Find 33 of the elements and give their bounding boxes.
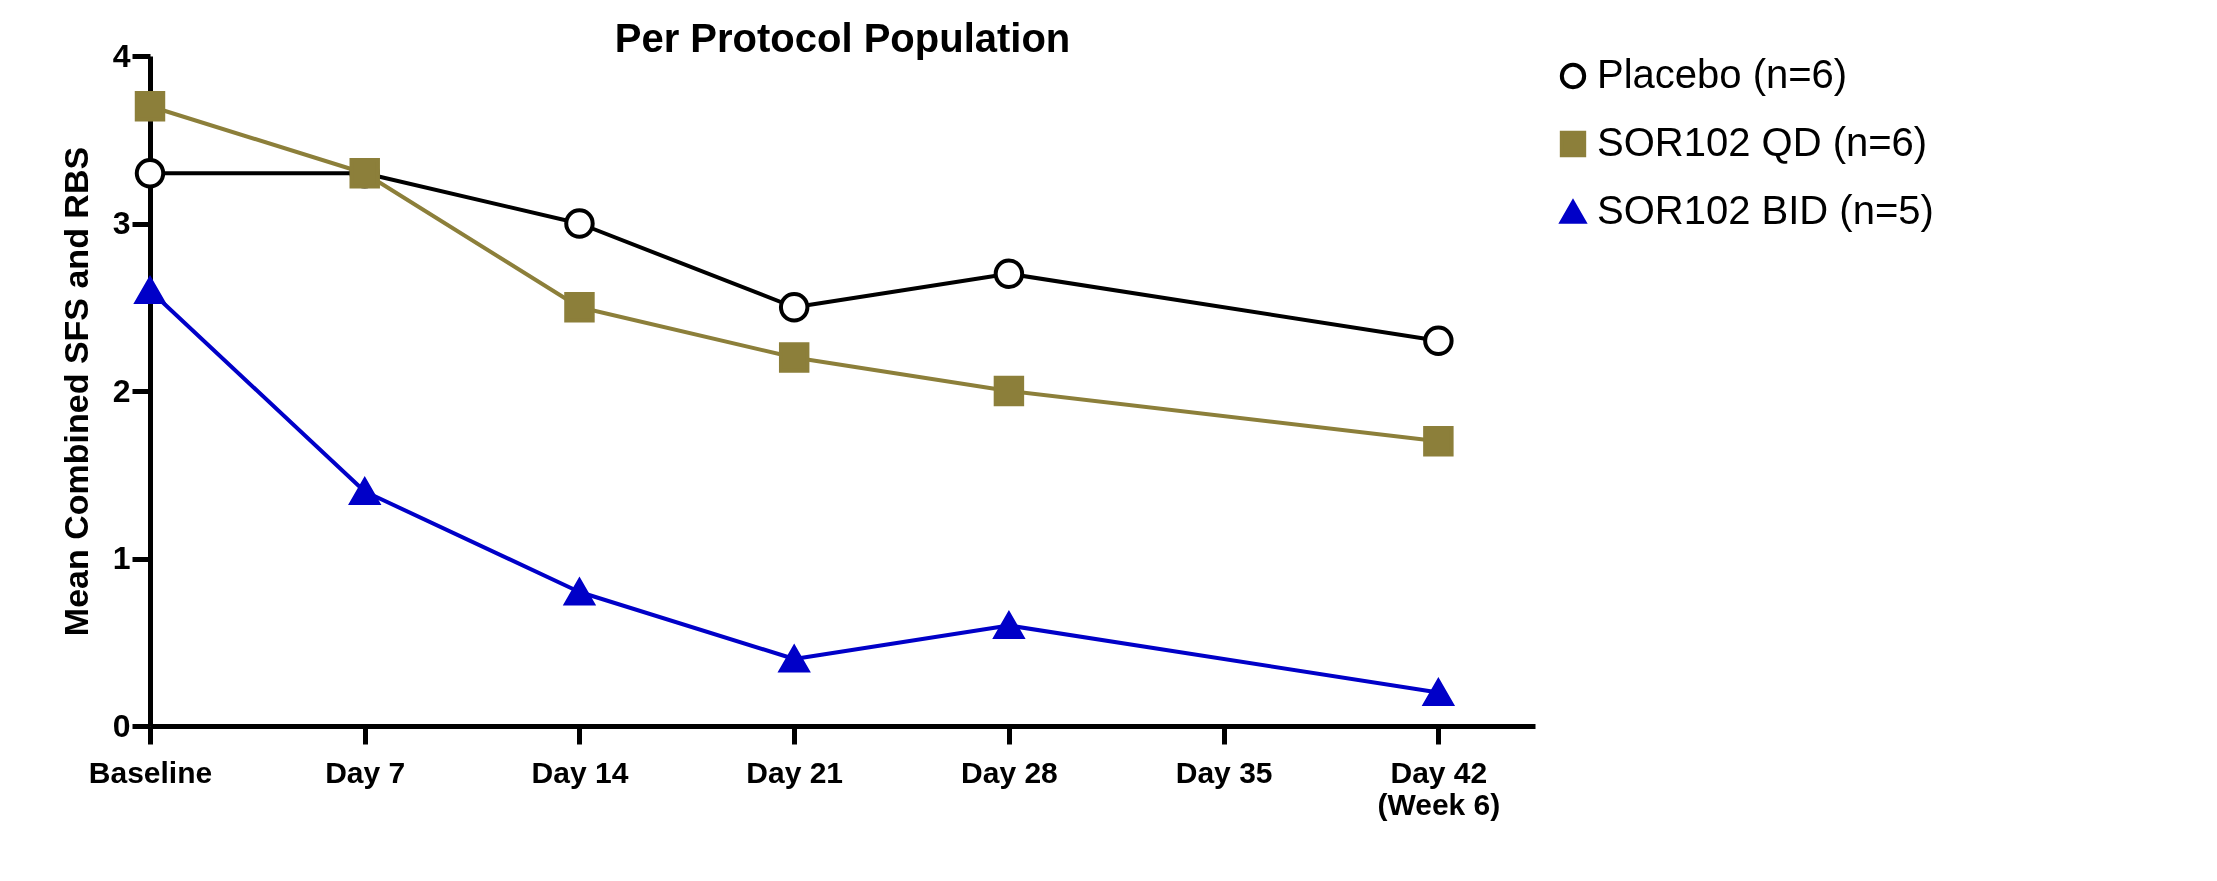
x-tick-label: Day 7 bbox=[325, 755, 406, 789]
point bbox=[134, 277, 166, 304]
y-axis-title: Mean Combined SFS and RBS bbox=[56, 146, 95, 637]
x-tick-label: Baseline bbox=[88, 755, 213, 789]
y-tick-label: 2 bbox=[112, 372, 131, 409]
point bbox=[778, 342, 810, 373]
point bbox=[993, 375, 1025, 407]
point bbox=[778, 292, 810, 323]
x-tick-label: Day 42 (Week 6) bbox=[1377, 755, 1501, 821]
point bbox=[564, 208, 595, 239]
chart-title: Per Protocol Population bbox=[614, 16, 1071, 60]
point bbox=[134, 91, 166, 122]
legend-label: SOR102 QD (n=6) bbox=[1597, 120, 1928, 164]
point bbox=[1423, 679, 1454, 706]
point bbox=[993, 258, 1025, 289]
y-tick-label: 3 bbox=[112, 205, 131, 241]
point bbox=[134, 158, 166, 189]
legend-label: SOR102 BID (n=5) bbox=[1597, 188, 1934, 232]
point bbox=[564, 292, 595, 323]
y-tick-label: 0 bbox=[112, 707, 131, 744]
point bbox=[993, 612, 1025, 639]
point bbox=[777, 643, 811, 673]
y-tick-label: 1 bbox=[112, 540, 131, 576]
point bbox=[562, 576, 596, 606]
x-tick-label: Day 28 bbox=[961, 755, 1058, 789]
y-tick-label: 4 bbox=[112, 37, 131, 74]
x-tick-label: Day 35 bbox=[1175, 755, 1273, 789]
point bbox=[1423, 426, 1454, 457]
x-tick-label: Day 21 bbox=[746, 755, 844, 789]
legend-label: Placebo (n=6) bbox=[1597, 52, 1848, 96]
point bbox=[1423, 325, 1454, 356]
point bbox=[349, 478, 380, 505]
x-tick-label: Day 14 bbox=[531, 755, 629, 789]
